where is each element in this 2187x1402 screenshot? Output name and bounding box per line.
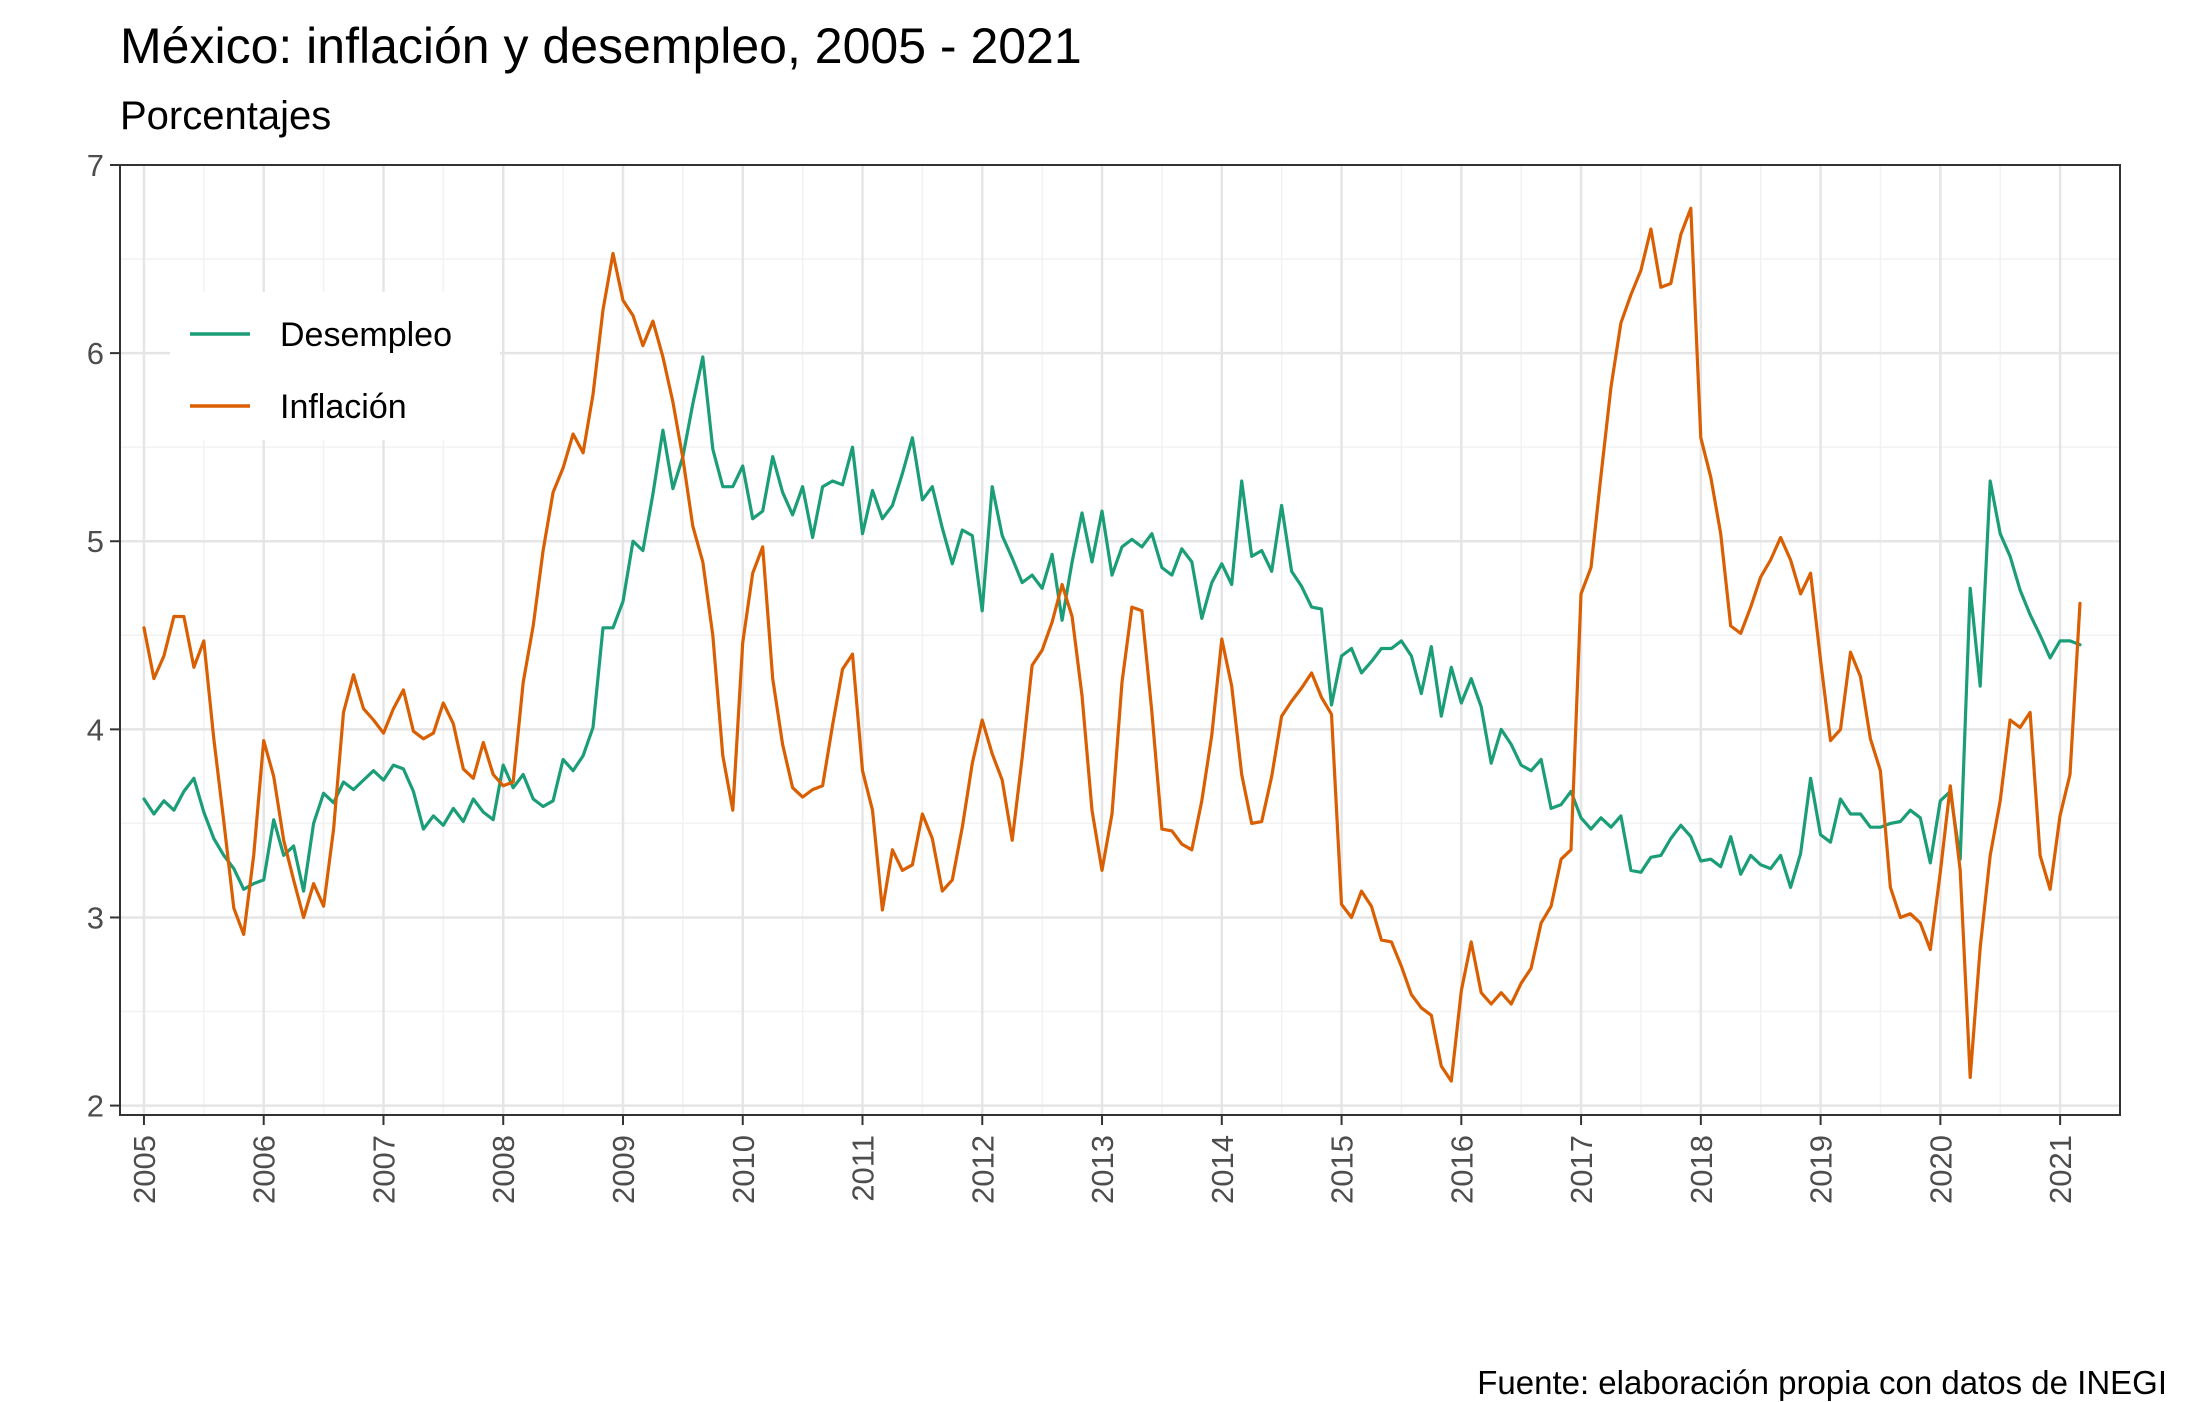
- legend: Desempleo Inflación: [170, 292, 500, 440]
- y-tick-label: 4: [87, 712, 104, 747]
- x-tick-label: 2017: [1564, 1135, 1599, 1204]
- line-chart: 2005 2006 2007 2008 2009 2010 2011 2012 2013 2014…: [87, 148, 2121, 1204]
- plot-panel-border: [119, 164, 2121, 1116]
- axes: 2005 2006 2007 2008 2009 2010 2011 2012 2013 2014…: [87, 148, 2078, 1204]
- x-tick-label: 2016: [1444, 1135, 1479, 1204]
- x-tick-label: 2015: [1325, 1135, 1360, 1204]
- series-line-desempleo: [142, 355, 2082, 893]
- x-tick-label: 2019: [1804, 1135, 1839, 1204]
- x-tick-label: 2013: [1085, 1135, 1120, 1204]
- y-tick-label: 6: [87, 336, 104, 371]
- x-tick-label: 2014: [1205, 1135, 1240, 1204]
- x-tick-label: 2021: [2043, 1135, 2078, 1204]
- y-tick-label: 3: [87, 900, 104, 935]
- x-tick-label: 2011: [846, 1135, 881, 1202]
- x-tick-label: 2007: [366, 1135, 401, 1204]
- y-tick-label: 5: [87, 524, 104, 559]
- x-tick-label: 2006: [247, 1135, 282, 1204]
- legend-background: [170, 292, 500, 440]
- x-tick-label: 2020: [1923, 1135, 1958, 1204]
- series-line-inflación: [142, 206, 2082, 1083]
- x-tick-label: 2010: [726, 1135, 761, 1204]
- series-lines: [142, 206, 2082, 1083]
- legend-label-desempleo: Desempleo: [280, 316, 452, 354]
- x-tick-label: 2008: [486, 1135, 521, 1204]
- legend-label-inflación: Inflación: [280, 388, 407, 426]
- x-tick-label: 2009: [606, 1135, 641, 1204]
- x-tick-label: 2005: [127, 1135, 162, 1204]
- chart-subtitle: Porcentajes: [120, 94, 332, 138]
- chart-title: México: inflación y desempleo, 2005 - 20…: [120, 18, 1082, 74]
- y-tick-label: 7: [87, 148, 104, 183]
- x-tick-label: 2018: [1684, 1135, 1719, 1204]
- chart-caption: Fuente: elaboración propia con datos de …: [1477, 1364, 2167, 1401]
- y-tick-label: 2: [87, 1089, 104, 1124]
- x-tick-label: 2012: [965, 1135, 1000, 1204]
